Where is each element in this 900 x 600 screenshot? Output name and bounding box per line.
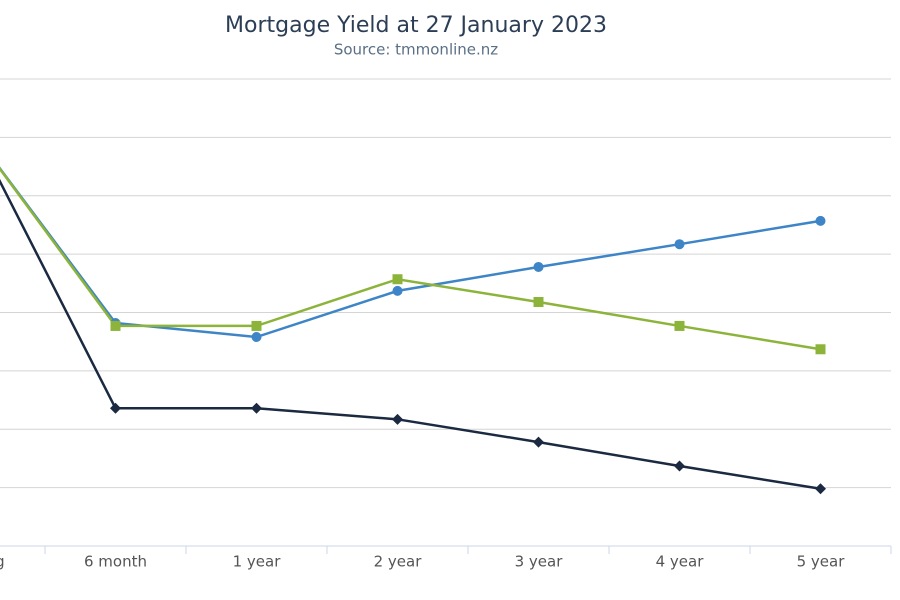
point	[251, 402, 262, 414]
point	[674, 239, 685, 250]
point	[815, 344, 826, 355]
point	[251, 320, 262, 331]
point	[815, 215, 826, 226]
point	[251, 332, 262, 343]
x-tick-label: Floating	[0, 553, 5, 571]
chart-subtitle: Source: tmmonline.nz	[334, 41, 498, 59]
series-line	[0, 166, 821, 339]
x-tick-label: 4 year	[656, 553, 705, 571]
x-tick-label: 5 year	[797, 553, 846, 571]
point	[392, 413, 403, 425]
chart-title: Mortgage Yield at 27 January 2023	[225, 13, 607, 38]
point	[815, 483, 826, 495]
point	[533, 261, 544, 272]
point	[392, 274, 403, 285]
point	[674, 320, 685, 331]
x-tick-label: 6 month	[84, 553, 147, 571]
point	[110, 320, 121, 331]
point	[674, 460, 685, 472]
point	[533, 296, 544, 307]
x-tick-label: 1 year	[233, 553, 282, 571]
point	[110, 402, 121, 414]
x-tick-label: 2 year	[374, 553, 423, 571]
point	[392, 285, 403, 296]
series-line	[0, 178, 821, 491]
x-tick-label: 3 year	[515, 553, 564, 571]
point	[533, 436, 544, 448]
